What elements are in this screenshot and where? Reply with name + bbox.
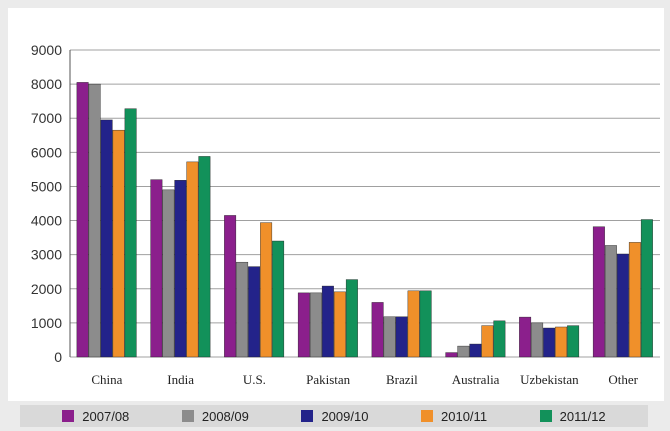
x-tick-label: Other: [608, 372, 638, 387]
bar: [628, 242, 641, 358]
bar: [309, 292, 322, 358]
bar: [333, 291, 346, 358]
bar: [567, 325, 580, 358]
bar: [260, 222, 273, 358]
bar: [640, 219, 653, 358]
plot-panel: 0 1000 2000 3000 4000 5000 6000 7000 8000 9000 Chi…: [8, 8, 664, 401]
bar: [345, 279, 358, 358]
legend-item: 2010/11: [421, 409, 487, 424]
legend-swatch: [181, 410, 194, 422]
x-tick-label: Australia: [452, 372, 500, 387]
bar-chart: 0 1000 2000 3000 4000 5000 6000 7000 8000 9000 Chi…: [31, 42, 660, 387]
bar: [519, 316, 532, 358]
legend-item: 2008/09: [181, 408, 249, 424]
bar: [531, 322, 544, 358]
y-tick-label: 7000: [31, 110, 62, 126]
bar: [297, 292, 310, 358]
y-tick-label: 4000: [31, 213, 62, 229]
legend-label: 2008/09: [201, 408, 249, 424]
bar: [604, 245, 617, 358]
bar: [272, 240, 285, 358]
y-tick-label: 8000: [31, 76, 62, 92]
y-tick-label: 1000: [31, 315, 62, 331]
x-tick-label: Brazil: [386, 372, 418, 387]
y-tick-label: 6000: [31, 144, 62, 160]
bar: [162, 189, 175, 358]
x-tick-label: Pakistan: [306, 372, 351, 387]
bar: [88, 83, 101, 358]
bar: [174, 180, 187, 358]
legend: 2007/08 2008/09 2009/10 2010/11 2011/12: [20, 405, 648, 427]
bar: [555, 326, 568, 358]
legend-label: 2009/10: [321, 408, 369, 424]
legend-label: 2010/11: [441, 408, 488, 424]
legend-swatch: [62, 410, 75, 422]
bar: [383, 316, 396, 358]
x-tick-label: Uzbekistan: [520, 372, 579, 387]
bar: [543, 327, 556, 358]
bar: [100, 119, 113, 358]
bar: [112, 129, 125, 358]
legend-label: 2007/08: [82, 408, 130, 424]
bar: [224, 215, 237, 358]
bar: [469, 343, 482, 358]
bar: [124, 108, 137, 358]
bar: [493, 320, 506, 358]
bar: [186, 161, 199, 358]
y-tick-label: 2000: [31, 281, 62, 297]
bar: [407, 290, 420, 358]
bar: [445, 352, 458, 358]
y-tick-label: 0: [54, 349, 62, 365]
y-tick-label: 9000: [31, 42, 62, 58]
bar: [419, 290, 432, 358]
bar: [457, 345, 470, 358]
legend-item: 2011/12: [539, 408, 606, 424]
bar: [198, 156, 211, 358]
legend-swatch: [539, 410, 552, 422]
x-tick-label: U.S.: [243, 372, 266, 387]
bar: [76, 82, 89, 358]
bar: [395, 316, 408, 358]
x-tick-label: China: [91, 372, 122, 387]
bar: [321, 285, 334, 358]
legend-swatch: [301, 410, 314, 422]
legend-item: 2009/10: [301, 409, 368, 424]
y-tick-label: 3000: [31, 247, 62, 263]
x-tick-label: India: [167, 372, 194, 387]
y-tick-label: 5000: [31, 178, 62, 194]
legend-label: 2011/12: [559, 408, 606, 424]
bar: [371, 302, 384, 358]
legend-item: 2007/08: [62, 409, 129, 424]
bar: [592, 226, 605, 358]
legend-swatch: [421, 410, 434, 422]
bar: [481, 325, 494, 358]
bar: [248, 266, 261, 358]
bar: [236, 261, 249, 358]
bar: [150, 179, 163, 358]
bar: [616, 253, 629, 358]
